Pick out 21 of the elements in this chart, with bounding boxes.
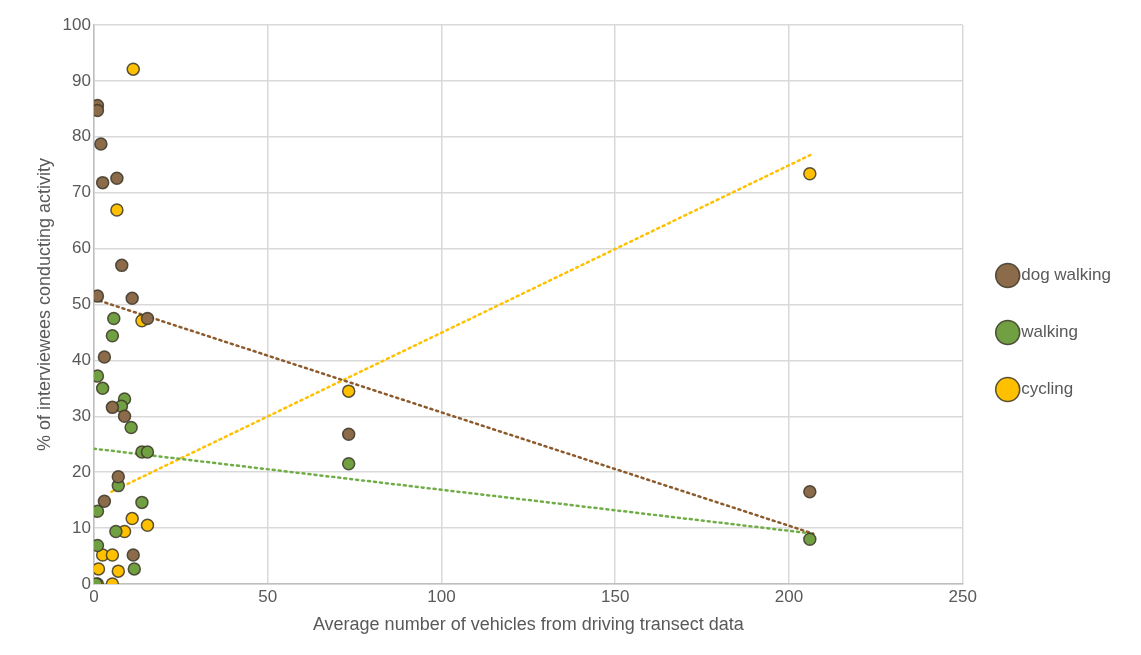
y-tick-label: 40 <box>72 350 91 370</box>
x-tick-label: 200 <box>774 586 804 606</box>
x-tick-label: 250 <box>948 586 977 606</box>
x-tick-label: 150 <box>601 586 630 606</box>
x-tick-label: 100 <box>427 586 456 606</box>
y-tick-label: 0 <box>81 573 91 593</box>
y-tick-label: 100 <box>62 14 91 34</box>
legend-label: cycling <box>1021 379 1074 399</box>
y-tick-label: 30 <box>72 405 91 425</box>
legend-label: dog walking <box>1021 265 1111 285</box>
x-tick-label: 50 <box>258 586 278 606</box>
y-tick-label: 20 <box>72 461 91 481</box>
y-tick-label: 80 <box>72 126 91 146</box>
y-tick-label: 10 <box>72 517 91 537</box>
y-tick-label: 60 <box>72 238 91 258</box>
y-tick-label: 70 <box>72 182 91 202</box>
y-axis-title: % of interviewees conducting activity <box>33 157 54 452</box>
y-tick-label: 90 <box>72 70 91 90</box>
legend-label: walking <box>1020 322 1078 342</box>
y-tick-label: 50 <box>72 294 91 314</box>
x-axis-title: Average number of vehicles from driving transect data <box>312 614 745 635</box>
